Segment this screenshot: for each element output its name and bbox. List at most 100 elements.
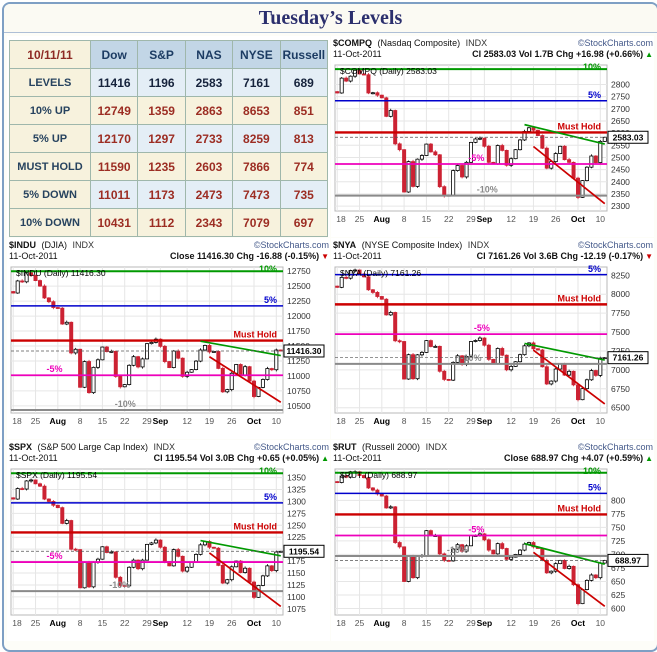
chart-symbol: $INDU — [9, 240, 37, 250]
y-axis-labels: 2800275027002650260025502500245024002350… — [611, 79, 630, 211]
chart-panel-indu: $INDU (DJIA) INDX ©StockCharts.com 11-Oc… — [7, 238, 330, 439]
level-label: 10% — [583, 62, 601, 72]
last-price-label: 2583.03 — [607, 130, 649, 144]
svg-text:10: 10 — [596, 214, 606, 224]
table-value-cell: 1359 — [137, 96, 186, 125]
chart-exchange: INDX — [467, 240, 490, 250]
table-value-cell: 813 — [279, 124, 329, 153]
chart-exchange: INDX — [153, 442, 175, 452]
stockcharts-credit: ©StockCharts.com — [253, 240, 329, 250]
table-value-cell: 12170 — [89, 124, 139, 153]
level-lines: 10%5%Must Hold-5%-10% — [11, 264, 283, 411]
svg-text:29: 29 — [466, 416, 476, 426]
chart-panel-compq: $COMPQ (Nasdaq Composite) INDX ©StockCha… — [331, 36, 654, 237]
table-value-cell: 2733 — [184, 124, 234, 153]
trendlines — [524, 123, 606, 205]
chart-symbol: $SPX — [9, 442, 33, 452]
table-value-cell: 1196 — [137, 68, 186, 97]
level-label: -5% — [468, 153, 484, 163]
svg-text:25: 25 — [31, 618, 41, 628]
table-value-cell: 7866 — [232, 152, 281, 181]
table-value-cell: 851 — [279, 96, 329, 125]
chart-header: $RUT (Russell 2000) INDX ©StockCharts.co… — [333, 442, 653, 453]
y-axis-labels: 1275012500122501200011750115001125011000… — [287, 266, 311, 411]
level-label: -5% — [474, 323, 490, 333]
red-trendline — [532, 145, 606, 205]
last-price-label: 1195.54 — [283, 544, 325, 558]
chart-symbol: $COMPQ — [333, 38, 373, 48]
chart-plot: 1350132513001275125012251200117511501125… — [9, 465, 329, 641]
svg-text:29: 29 — [142, 416, 152, 426]
chart-description: (NYSE Composite Index) — [361, 240, 463, 250]
chart-panel-rut: $RUT (Russell 2000) INDX ©StockCharts.co… — [331, 440, 654, 641]
level-label: Must Hold — [234, 521, 278, 531]
svg-text:Aug: Aug — [374, 618, 391, 628]
x-axis-labels: 18 25 Aug 8 15 22 29 Sep 12 19 26 Oct 10 — [12, 416, 281, 426]
svg-text:2650: 2650 — [611, 116, 630, 126]
svg-text:15: 15 — [98, 416, 108, 426]
svg-text:18: 18 — [12, 416, 22, 426]
dashboard-grid: 10/11/11 Dow S&P NAS NYSE Russell LEVELS 11416 1… — [4, 33, 657, 644]
svg-text:26: 26 — [551, 416, 561, 426]
svg-text:1350: 1350 — [287, 473, 306, 483]
table-row-label: 10% UP — [9, 96, 91, 125]
red-trendline — [208, 356, 282, 403]
table-column-header: S&P — [137, 40, 186, 69]
chart-header: $INDU (DJIA) INDX ©StockCharts.com — [9, 240, 329, 251]
level-lines: 5%Must Hold-5%-10% — [335, 264, 607, 365]
table-value-cell: 11416 — [89, 68, 139, 97]
svg-text:29: 29 — [142, 618, 152, 628]
table-value-cell: 1235 — [137, 152, 186, 181]
chart-panel-spx: $SPX (S&P 500 Large Cap Index) INDX ©Sto… — [7, 440, 330, 641]
svg-text:12750: 12750 — [287, 266, 311, 276]
change-direction-icon: ▲ — [321, 454, 329, 463]
chart-symbol: $NYA — [333, 240, 357, 250]
chart-plot: 8250 8000 7750 7500 7250 7000 6750 6500 18 25 Aug 8… — [333, 263, 653, 439]
svg-text:22: 22 — [444, 618, 454, 628]
svg-text:18: 18 — [336, 416, 346, 426]
trendlines — [200, 539, 282, 608]
svg-text:688.97: 688.97 — [615, 555, 641, 565]
trendlines — [200, 340, 282, 403]
svg-text:800: 800 — [611, 495, 625, 505]
chart-description: (Nasdaq Composite) — [377, 38, 461, 48]
svg-text:Oct: Oct — [247, 416, 261, 426]
table-value-cell: 735 — [279, 180, 329, 209]
level-label: -10% — [477, 185, 498, 195]
svg-text:1300: 1300 — [287, 496, 306, 506]
price-chart-svg: 2800275027002650260025502500245024002350… — [334, 62, 649, 224]
svg-text:15: 15 — [422, 214, 432, 224]
level-label: -10% — [447, 545, 468, 555]
svg-text:25: 25 — [355, 416, 365, 426]
svg-text:11416.30: 11416.30 — [287, 346, 322, 356]
table-value-cell: 689 — [279, 68, 329, 97]
table-value-cell: 7161 — [232, 68, 281, 97]
chart-exchange: INDX — [425, 442, 448, 452]
candlesticks — [11, 271, 283, 399]
level-label: Must Hold — [558, 503, 602, 513]
svg-text:Oct: Oct — [571, 214, 585, 224]
stockcharts-credit: ©StockCharts.com — [577, 240, 653, 250]
svg-text:19: 19 — [529, 214, 539, 224]
level-label: Must Hold — [234, 330, 278, 340]
chart-date: 11-Oct-2011 — [9, 251, 58, 261]
svg-text:750: 750 — [611, 522, 625, 532]
svg-text:29: 29 — [466, 618, 476, 628]
level-label: -5% — [468, 525, 484, 535]
chart-stats: Close 688.97 Chg +4.07 (+0.59%) — [504, 453, 644, 463]
svg-text:12500: 12500 — [287, 281, 311, 291]
level-lines: 10%5%Must Hold-5%-10% — [335, 466, 607, 558]
svg-text:7161.26: 7161.26 — [613, 353, 644, 363]
x-axis-labels: 18 25 Aug 8 15 22 29 Sep 12 19 26 Oct 10 — [336, 214, 605, 224]
svg-text:18: 18 — [336, 618, 346, 628]
page-title: Tuesday’s Levels — [4, 4, 657, 33]
svg-text:775: 775 — [611, 509, 625, 519]
svg-text:8: 8 — [78, 416, 83, 426]
svg-text:675: 675 — [611, 563, 625, 573]
chart-subheader: 11-Oct-2011 Close 688.97 Chg +4.07 (+0.5… — [333, 453, 653, 464]
chart-plot: 8007757507257006756506256001825Aug815222… — [333, 465, 653, 641]
chart-exchange: INDX — [465, 38, 488, 48]
chart-legend: $COMPQ (Daily) 2583.03 — [340, 66, 437, 76]
svg-text:1195.54: 1195.54 — [289, 546, 320, 556]
table-value-cell: 1297 — [137, 124, 186, 153]
